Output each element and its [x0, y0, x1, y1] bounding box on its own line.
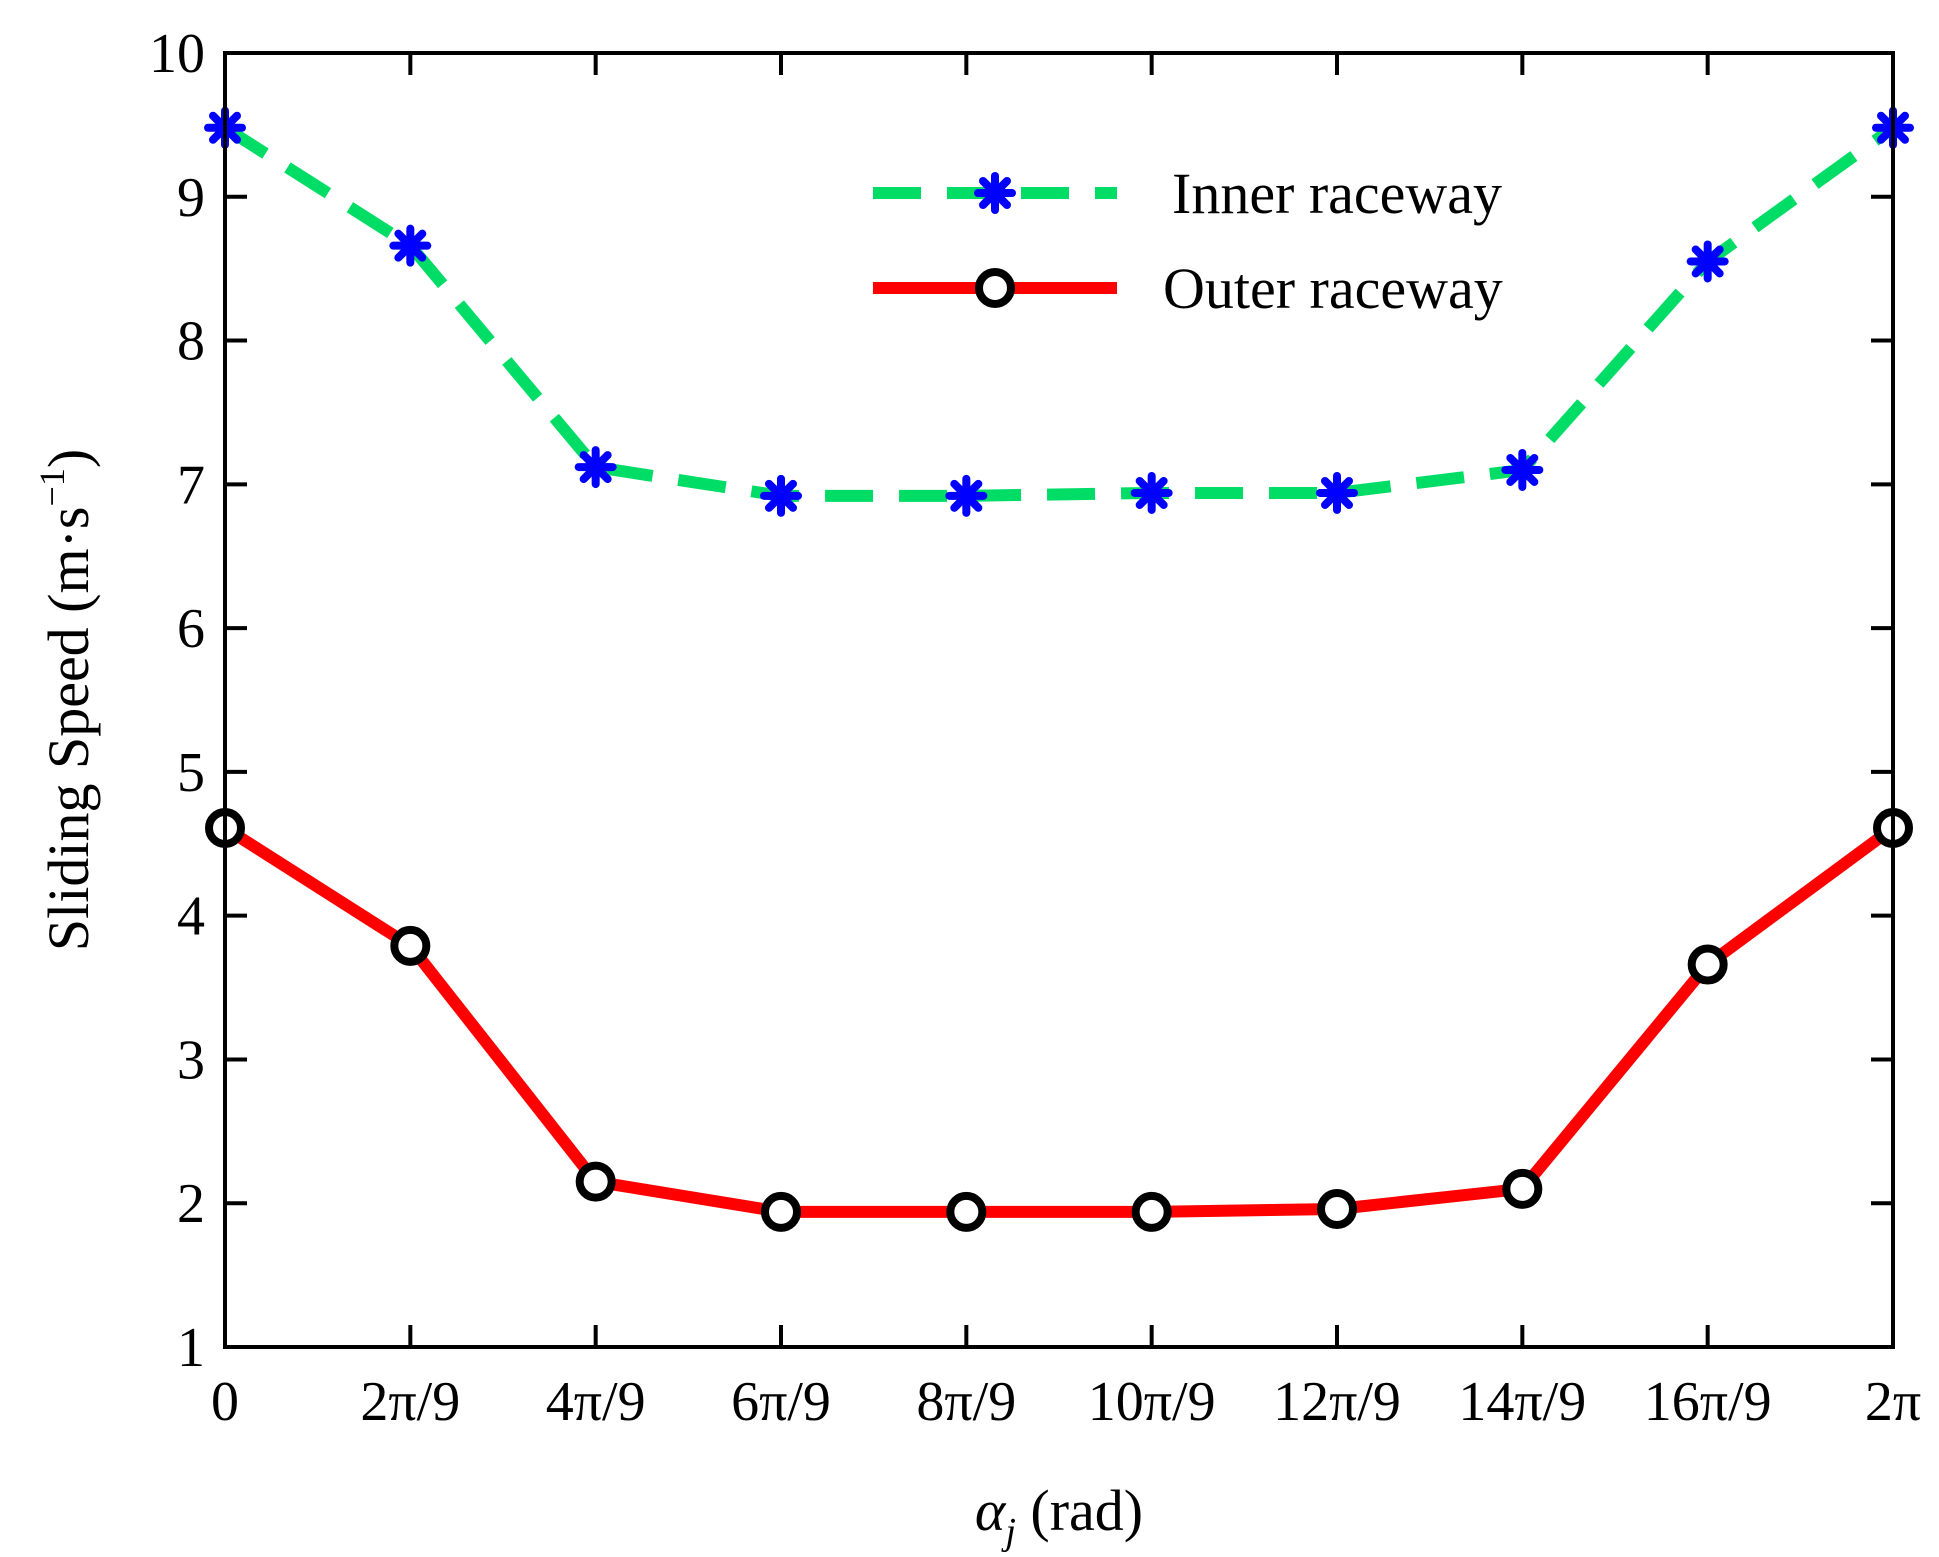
x-tick-label: 8π/9: [916, 1371, 1016, 1433]
y-tick-label: 1: [177, 1317, 205, 1379]
y-axis-main: Sliding Speed (m·s: [36, 506, 101, 951]
y-tick-label: 7: [177, 454, 205, 516]
data-point: [1316, 471, 1358, 514]
y-axis-sup: −1: [32, 468, 72, 506]
series-line: [221, 122, 1897, 502]
series-1: [205, 807, 1913, 1232]
legend-inner-label: Inner raceway: [1172, 161, 1502, 226]
data-point: [389, 224, 432, 267]
y-tick-label: 10: [149, 23, 205, 85]
data-point: [946, 1191, 987, 1232]
y-tick-label: 6: [177, 598, 205, 660]
y-tick-label: 2: [177, 1173, 205, 1235]
legend: Inner raceway Outer raceway: [873, 161, 1503, 321]
x-tick-label: 0: [211, 1371, 239, 1433]
data-point: [1502, 1168, 1543, 1209]
x-tick-label: 2π: [1865, 1371, 1921, 1433]
x-axis-title: αj (rad): [975, 1478, 1143, 1553]
legend-outer-label: Outer raceway: [1163, 256, 1503, 321]
data-point: [1501, 448, 1544, 491]
x-axis-unit: (rad): [1016, 1478, 1143, 1543]
x-tick-label: 14π/9: [1458, 1371, 1586, 1433]
series-0: [204, 106, 1914, 517]
data-point: [1687, 944, 1728, 985]
y-tick-label: 4: [177, 886, 205, 948]
series-layer: [204, 106, 1914, 1232]
x-tick-label: 2π/9: [360, 1371, 460, 1433]
y-axis-close: ): [36, 449, 101, 468]
x-axis-symbol: α: [975, 1478, 1007, 1543]
data-point: [760, 474, 802, 517]
y-axis: 1 2 3 4 5 6 7 8 9 10: [149, 23, 1893, 1379]
y-tick-label: 9: [177, 167, 205, 229]
data-point: [1130, 471, 1173, 514]
x-tick-label: 10π/9: [1088, 1371, 1216, 1433]
data-point: [575, 1161, 616, 1202]
data-point: [390, 925, 431, 966]
y-tick-label: 8: [177, 311, 205, 373]
x-axis: 0 2π/9 4π/9 6π/9 8π/9 10π/9 12π/9 14π/9 16π/9 2π: [211, 53, 1921, 1433]
data-point: [1317, 1188, 1357, 1229]
legend-outer-marker: [975, 268, 1015, 308]
legend-inner-marker: [974, 172, 1016, 214]
data-point: [574, 446, 617, 489]
plot-frame: [223, 51, 1895, 1349]
y-tick-label: 3: [177, 1029, 205, 1091]
x-tick-label: 6π/9: [731, 1371, 831, 1433]
data-point: [761, 1191, 801, 1232]
series-line: [221, 822, 1897, 1218]
data-point: [945, 474, 988, 517]
data-point: [1686, 240, 1729, 283]
x-tick-label: 12π/9: [1273, 1371, 1401, 1433]
data-point: [1131, 1191, 1172, 1232]
x-tick-label: 16π/9: [1644, 1371, 1772, 1433]
x-tick-label: 4π/9: [546, 1371, 646, 1433]
y-axis-title: Sliding Speed (m·s−1): [32, 449, 101, 951]
y-tick-label: 5: [177, 742, 205, 804]
